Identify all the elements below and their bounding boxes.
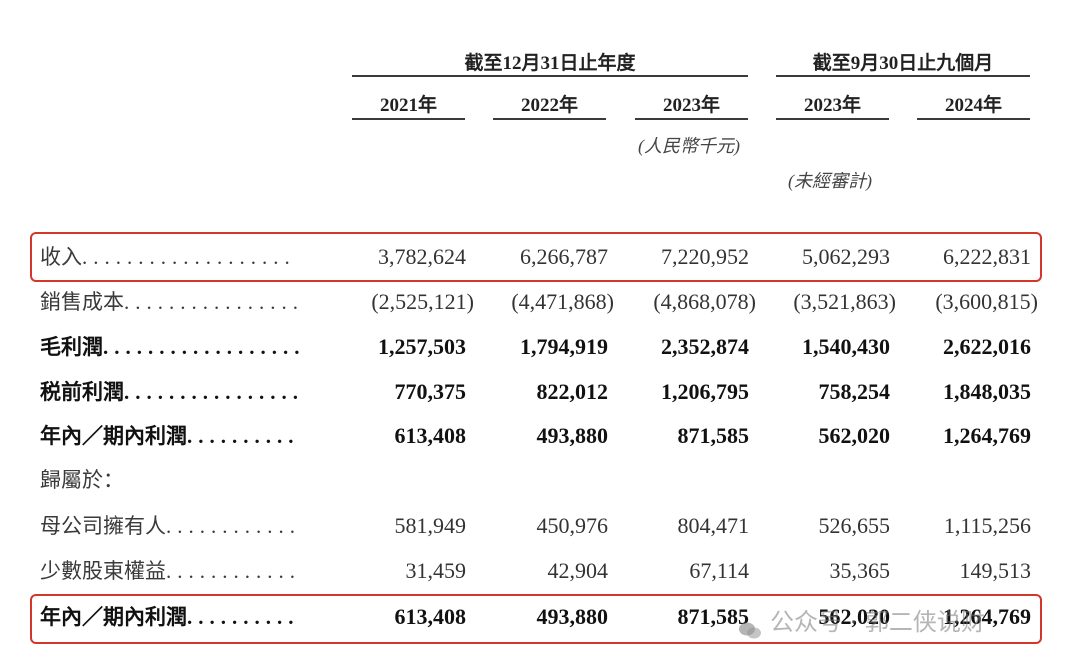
row-label: 母公司擁有人............ bbox=[40, 514, 301, 538]
cell-2023: 804,471 bbox=[677, 513, 750, 538]
cell-2023: 871,585 bbox=[677, 423, 750, 448]
watermark-text: 公众号 · 郭二侠说财 bbox=[770, 608, 985, 636]
cell-2023-9m: 562,020 bbox=[818, 604, 891, 629]
cell-2024-9m: 1,115,256 bbox=[943, 513, 1031, 538]
year-header-2021: 2021年 bbox=[379, 95, 437, 116]
cell-2023-9m: 1,540,430 bbox=[802, 334, 890, 359]
cell-2023: 1,206,795 bbox=[661, 379, 749, 404]
cell-2021: 613,408 bbox=[394, 423, 467, 448]
year-rule bbox=[352, 118, 465, 120]
cell-2021: (2,525,121) bbox=[371, 289, 474, 314]
cell-2021: 1,257,503 bbox=[378, 334, 466, 359]
cell-2022: 6,266,787 bbox=[520, 244, 608, 269]
wechat-icon bbox=[738, 613, 762, 639]
cell-2023: 67,114 bbox=[689, 558, 749, 583]
group-title-nine-months: 截至9月30日止九個月 bbox=[812, 53, 994, 74]
row-label: 少數股東權益............ bbox=[40, 559, 301, 583]
cell-2022: 493,880 bbox=[536, 423, 609, 448]
cell-2023-9m: 5,062,293 bbox=[802, 244, 890, 269]
table-row-revenue: 收入................... 3,782,624 6,266,78… bbox=[0, 237, 1080, 277]
cell-2024-9m: 1,848,035 bbox=[943, 379, 1031, 404]
cell-2023-9m: 758,254 bbox=[818, 379, 891, 404]
cell-2022: 493,880 bbox=[536, 604, 609, 629]
cell-2023-9m: 526,655 bbox=[818, 513, 891, 538]
year-header-2023-9m: 2023年 bbox=[803, 95, 861, 116]
row-label: 毛利潤.................. bbox=[40, 335, 306, 359]
highlight-box-revenue bbox=[30, 232, 1042, 282]
year-header-2023: 2023年 bbox=[662, 95, 720, 116]
unaudited-note: (未經審計) bbox=[788, 171, 872, 191]
year-rule bbox=[917, 118, 1030, 120]
cell-2023-9m: (3,521,863) bbox=[793, 289, 896, 314]
cell-2021: 581,949 bbox=[394, 513, 467, 538]
cell-2023: 2,352,874 bbox=[661, 334, 749, 359]
cell-2024-9m: 6,222,831 bbox=[943, 244, 1031, 269]
row-label: 收入................... bbox=[40, 245, 296, 269]
cell-2024-9m: 1,264,769 bbox=[943, 423, 1031, 448]
cell-2021: 31,459 bbox=[405, 558, 467, 583]
year-rule bbox=[493, 118, 606, 120]
table-row-owners-of-parent: 母公司擁有人............ 581,949 450,976 804,4… bbox=[0, 506, 1080, 546]
cell-2023: (4,868,078) bbox=[653, 289, 756, 314]
year-rule bbox=[635, 118, 748, 120]
table-row-cost-of-sales: 銷售成本................ (2,525,121) (4,471,… bbox=[0, 282, 1080, 322]
cell-2022: 822,012 bbox=[536, 379, 609, 404]
row-label: 年內／期內利潤.......... bbox=[40, 605, 300, 629]
table-row-attributable-to: 歸屬於： bbox=[0, 460, 1080, 500]
table-row-non-controlling-interests: 少數股東權益............ 31,459 42,904 67,114 … bbox=[0, 551, 1080, 591]
cell-2022: 450,976 bbox=[536, 513, 609, 538]
watermark: 公众号 · 郭二侠说财 bbox=[738, 602, 985, 642]
year-rule bbox=[776, 118, 889, 120]
highlight-box-net-profit bbox=[30, 594, 1042, 644]
table-row-profit-before-tax: 税前利潤................ 770,375 822,012 1,2… bbox=[0, 372, 1080, 412]
year-header-2022: 2022年 bbox=[520, 95, 578, 116]
cell-2021: 3,782,624 bbox=[378, 244, 466, 269]
table-row-profit-total: 年內／期內利潤.......... 613,408 493,880 871,58… bbox=[0, 597, 1080, 637]
cell-2024-9m: 149,513 bbox=[959, 558, 1032, 583]
cell-2022: 1,794,919 bbox=[520, 334, 608, 359]
year-header-2024-9m: 2024年 bbox=[944, 95, 1002, 116]
unit-note: (人民幣千元) bbox=[638, 136, 740, 156]
cell-2023-9m: 562,020 bbox=[818, 423, 891, 448]
cell-2021: 613,408 bbox=[394, 604, 467, 629]
row-label: 税前利潤................ bbox=[40, 380, 304, 404]
cell-2022: 42,904 bbox=[547, 558, 609, 583]
group-title-year-end: 截至12月31日止年度 bbox=[464, 53, 636, 74]
cell-2022: (4,471,868) bbox=[511, 289, 614, 314]
cell-2023: 7,220,952 bbox=[661, 244, 749, 269]
cell-2023-9m: 35,365 bbox=[829, 558, 891, 583]
row-label: 歸屬於： bbox=[40, 468, 124, 492]
table-row-profit-for-period: 年內／期內利潤.......... 613,408 493,880 871,58… bbox=[0, 416, 1080, 456]
row-label: 銷售成本................ bbox=[40, 290, 304, 314]
row-label: 年內／期內利潤.......... bbox=[40, 424, 300, 448]
group-rule-year-end bbox=[352, 75, 748, 77]
table-row-gross-profit: 毛利潤.................. 1,257,503 1,794,91… bbox=[0, 327, 1080, 367]
cell-2024-9m: 2,622,016 bbox=[943, 334, 1031, 359]
cell-2024-9m: (3,600,815) bbox=[935, 289, 1038, 314]
cell-2023: 871,585 bbox=[677, 604, 750, 629]
cell-2021: 770,375 bbox=[394, 379, 467, 404]
cell-2024-9m: 1,264,769 bbox=[943, 604, 1031, 629]
group-rule-nine-months bbox=[776, 75, 1030, 77]
